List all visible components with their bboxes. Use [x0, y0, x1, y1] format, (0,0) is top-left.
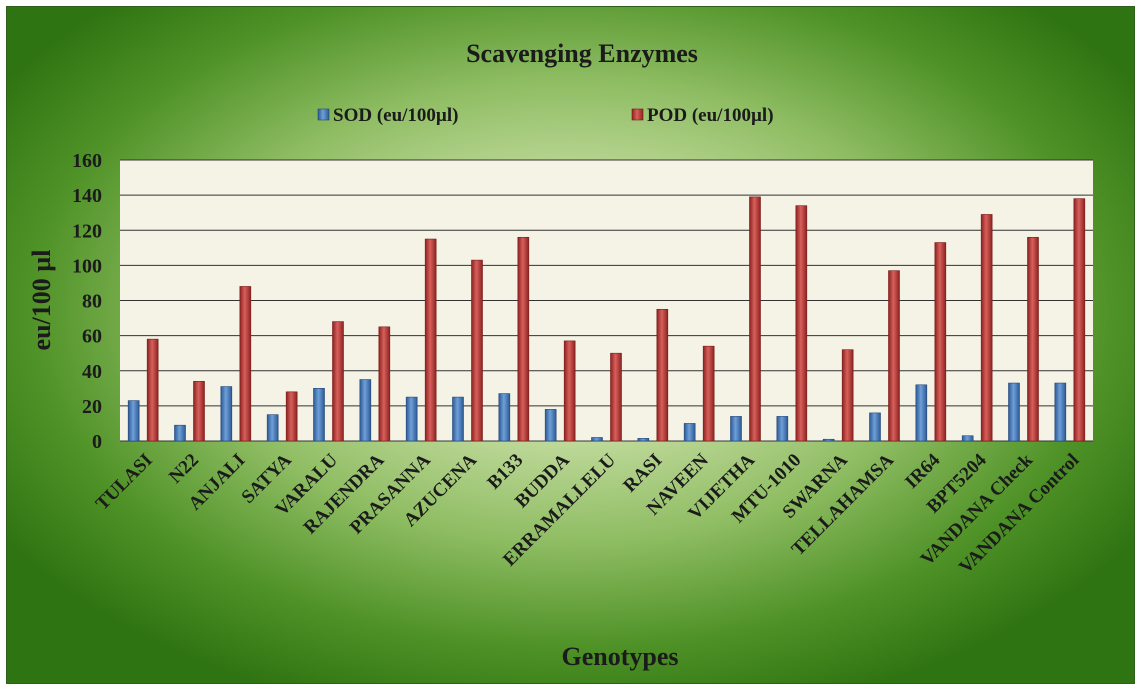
sod-bar	[220, 386, 233, 442]
x-axis-label: Genotypes	[562, 642, 679, 671]
y-tick-label: 100	[72, 255, 102, 277]
sod-bar	[1008, 382, 1020, 442]
pod-bar	[841, 349, 854, 442]
pod-bar	[471, 259, 483, 442]
pod-bar	[285, 391, 298, 442]
y-tick-label: 140	[72, 185, 102, 207]
y-tick-label: 120	[72, 220, 102, 242]
sod-bar	[544, 409, 557, 442]
legend-swatch	[631, 108, 644, 121]
y-tick-label: 60	[82, 326, 102, 348]
pod-bar	[795, 205, 808, 442]
pod-bar	[193, 380, 205, 442]
pod-bar	[424, 238, 437, 442]
sod-bar	[1054, 382, 1067, 442]
sod-bar	[869, 412, 881, 442]
sod-bar	[313, 388, 325, 442]
sod-bar	[498, 393, 511, 442]
sod-bar	[127, 400, 140, 442]
pod-bar	[610, 352, 622, 442]
x-tick-label: N22	[165, 450, 203, 488]
legend-label: SOD (eu/100µl)	[333, 105, 458, 126]
pod-bar	[934, 242, 947, 442]
pod-bar	[656, 308, 669, 442]
y-tick-labels: 0 20 40 60 80 100 120 140 160	[72, 150, 102, 453]
pod-bar	[1073, 198, 1086, 442]
sod-bar	[683, 423, 696, 442]
y-tick-label: 0	[92, 431, 102, 453]
y-tick-label: 160	[72, 150, 102, 172]
sod-bar	[266, 414, 279, 442]
pod-bar	[749, 196, 761, 442]
pod-bar	[563, 340, 576, 442]
pod-bar	[1027, 236, 1039, 442]
y-axis-label: eu/100 µl	[27, 250, 56, 351]
pod-bar	[332, 321, 344, 442]
pod-bar	[239, 286, 252, 442]
pod-bar	[517, 236, 530, 442]
sod-bar	[730, 416, 742, 442]
x-tick-labels: TULASI N22ANJALISATYAVARALURAJENDRAPRASAN…	[92, 449, 1084, 578]
pod-bar	[888, 270, 900, 442]
sod-bar	[637, 438, 650, 442]
chart-title: Scavenging Enzymes	[466, 39, 698, 68]
y-tick-label: 20	[82, 396, 102, 418]
legend: SOD (eu/100µl) POD (eu/100µl)	[317, 105, 774, 126]
bars	[127, 196, 1086, 442]
sod-bar	[359, 379, 372, 442]
sod-bar	[915, 384, 928, 442]
pod-bar	[702, 345, 715, 442]
sod-bar	[452, 396, 464, 442]
pod-bar	[378, 326, 391, 442]
gridlines	[120, 159, 1093, 442]
sod-bar	[405, 396, 418, 442]
pod-bar	[146, 338, 159, 442]
x-tick-label: TULASI	[92, 450, 157, 515]
sod-bar	[822, 438, 835, 442]
sod-bar	[591, 437, 603, 442]
pod-bar	[980, 214, 993, 442]
sod-bar	[776, 416, 789, 442]
sod-bar	[174, 424, 186, 442]
legend-swatch	[317, 108, 330, 121]
y-tick-label: 80	[82, 291, 102, 313]
legend-label: POD (eu/100µl)	[647, 105, 774, 126]
y-tick-label: 40	[82, 361, 102, 383]
sod-bar	[961, 435, 974, 442]
